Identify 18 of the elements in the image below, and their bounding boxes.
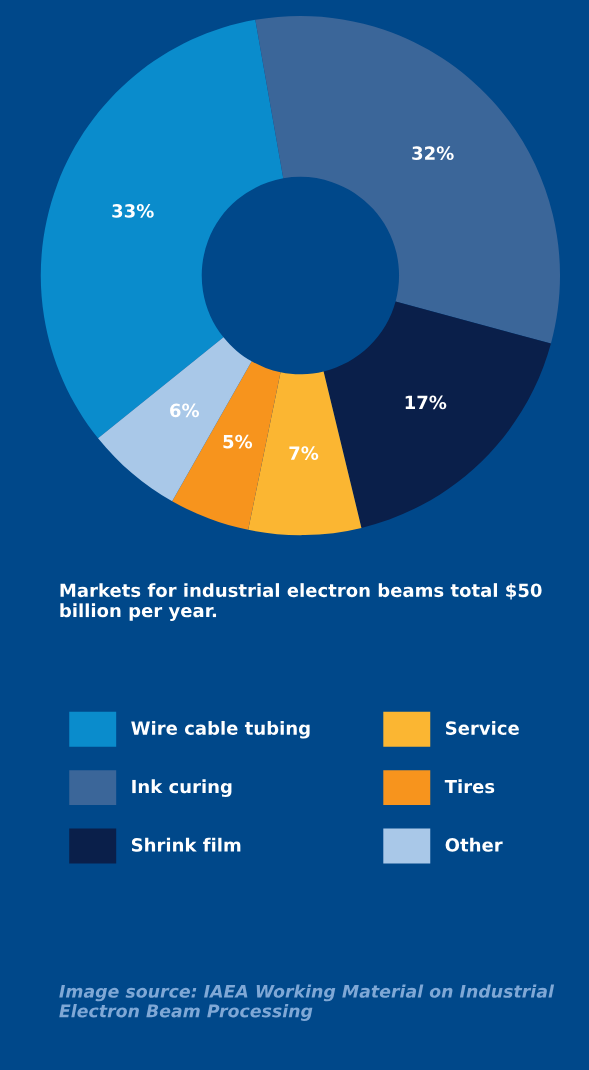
data-label: 32% <box>412 146 454 160</box>
data-label: 5% <box>223 434 253 449</box>
data-label: 7% <box>289 446 319 460</box>
legend-label: Wire cable tubing <box>131 720 310 739</box>
legend-label: Tires <box>444 779 495 794</box>
legend-label: Shrink film <box>131 837 241 852</box>
text: Image source: IAEA Working Material on Industrial Electron Beam Processing <box>59 984 555 1021</box>
data-label: 33% <box>112 204 154 218</box>
legend-label: Service <box>445 720 519 735</box>
donut-slice <box>255 15 560 344</box>
donut-slice <box>98 337 252 502</box>
legend-label: Other <box>445 837 503 852</box>
donut-slice <box>323 301 551 528</box>
text: Markets for industrial electron beams total $50 billion per year. <box>60 583 542 621</box>
legend-label: Ink curing <box>132 779 232 797</box>
donut-slice <box>172 361 281 530</box>
data-label: 17% <box>405 395 447 410</box>
data-label: 6% <box>170 403 200 418</box>
